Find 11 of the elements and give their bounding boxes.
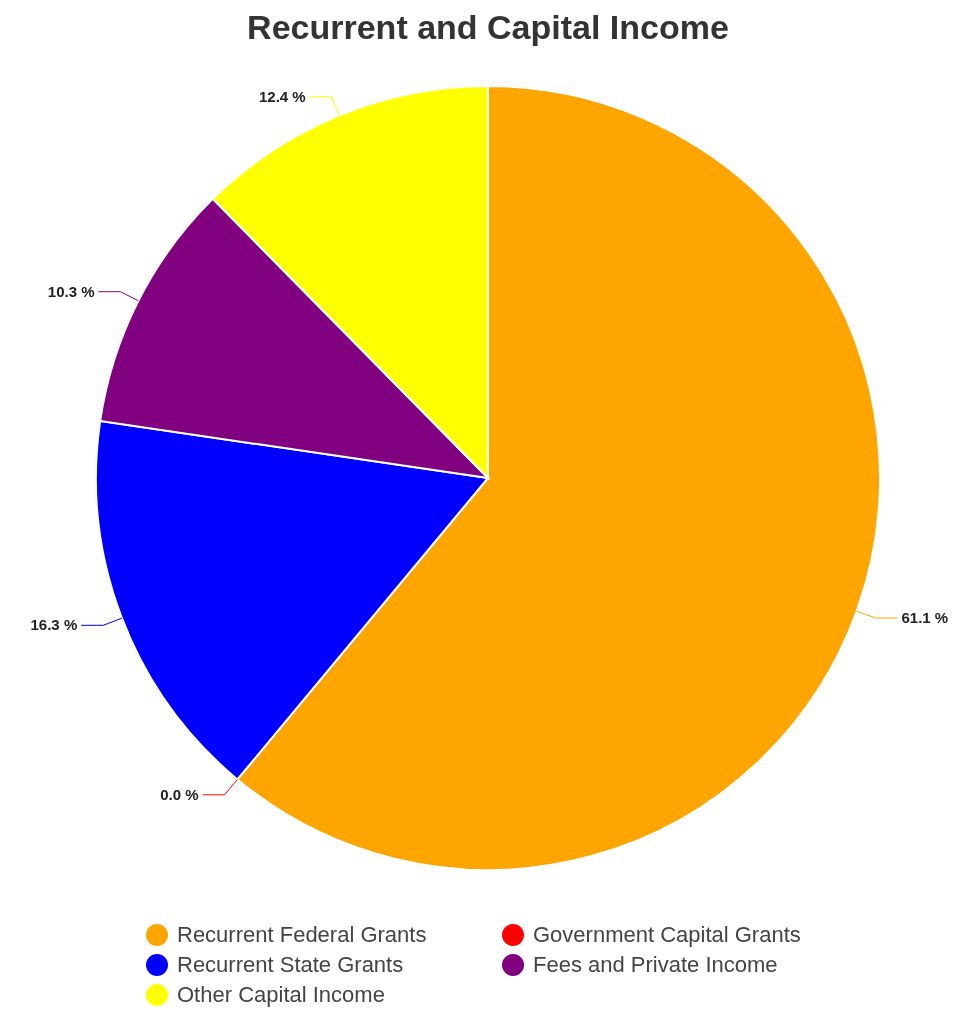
legend-label: Fees and Private Income <box>533 952 778 978</box>
data-label: 61.1 % <box>901 609 949 627</box>
legend-label: Recurrent State Grants <box>177 952 404 978</box>
legend-label: Government Capital Grants <box>533 922 801 948</box>
legend-label: Other Capital Income <box>177 982 385 1008</box>
data-label: 10.3 % <box>47 282 95 300</box>
legend-label: Recurrent Federal Grants <box>177 922 427 948</box>
data-label: 12.4 % <box>258 87 306 105</box>
text: 0.0 % <box>160 785 199 803</box>
data-label: 16.3 % <box>30 616 78 634</box>
chart-title: Recurrent and Capital Income <box>246 8 730 48</box>
